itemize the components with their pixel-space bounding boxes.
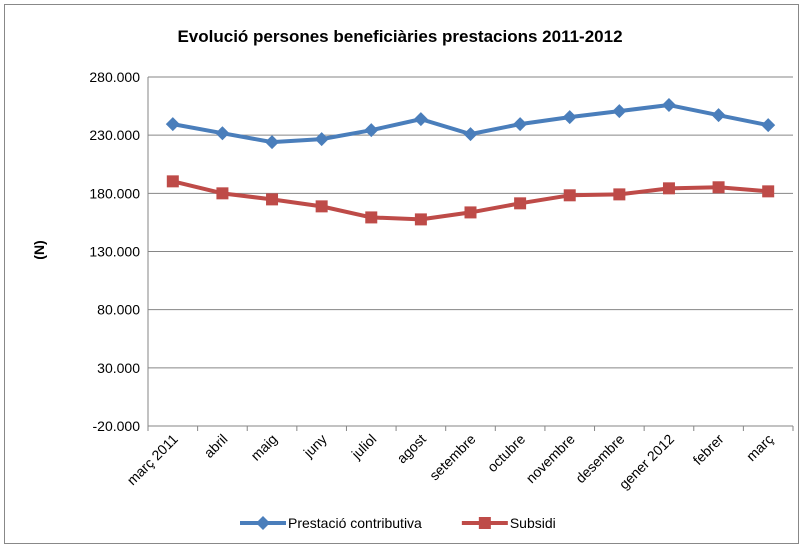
y-tick-label: 230.000 <box>89 127 140 143</box>
legend-marker <box>478 517 491 529</box>
point <box>165 117 180 132</box>
point <box>315 200 328 213</box>
point <box>166 175 179 188</box>
y-tick-label: 130.000 <box>89 244 140 260</box>
point <box>562 110 577 125</box>
point <box>761 118 776 133</box>
point <box>464 206 477 219</box>
point <box>463 127 478 142</box>
point <box>215 126 230 141</box>
point <box>364 123 379 138</box>
chart-frame <box>4 4 799 544</box>
point <box>266 193 279 206</box>
chart-title: Evolució persones beneficiàries prestaci… <box>177 27 622 46</box>
y-tick-label: 280.000 <box>89 69 140 85</box>
legend-label: Subsidi <box>510 515 556 531</box>
legend-marker <box>256 516 270 530</box>
point <box>413 112 428 127</box>
point <box>514 197 527 210</box>
point <box>265 135 280 150</box>
point <box>762 185 775 198</box>
point <box>613 188 626 201</box>
y-tick-label: 180.000 <box>89 185 140 201</box>
point <box>563 189 576 202</box>
point <box>662 182 675 195</box>
point <box>711 108 726 123</box>
point <box>513 117 528 132</box>
y-tick-label: -20.000 <box>93 418 141 434</box>
point <box>314 132 329 147</box>
point <box>712 181 725 194</box>
y-axis-title: (N) <box>31 240 47 259</box>
point <box>216 187 229 200</box>
point <box>661 98 676 113</box>
point <box>612 104 627 119</box>
y-tick-label: 30.000 <box>97 360 140 376</box>
point <box>414 213 427 226</box>
point <box>365 211 378 224</box>
y-tick-label: 80.000 <box>97 302 140 318</box>
legend-label: Prestació contributiva <box>288 515 422 531</box>
